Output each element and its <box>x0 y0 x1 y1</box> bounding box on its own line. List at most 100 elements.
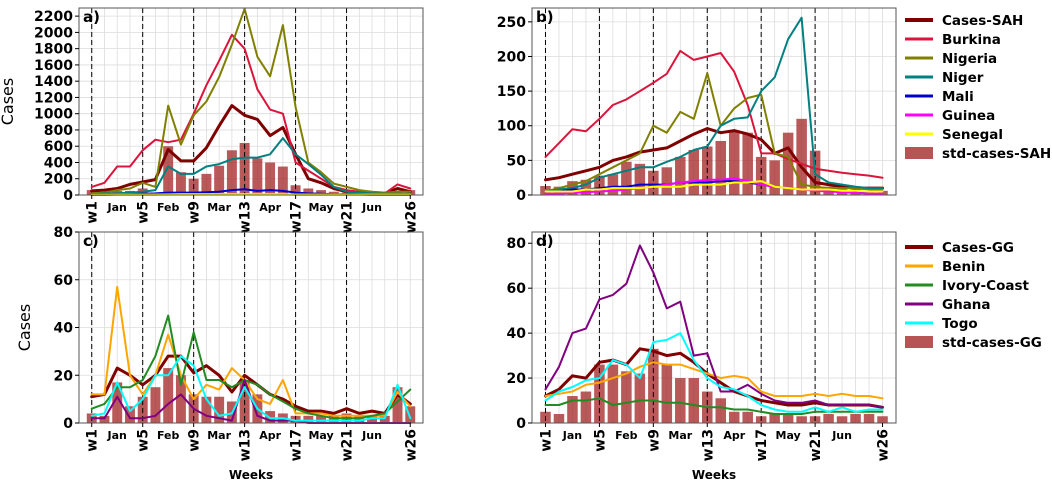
bar-std-cases-SAH <box>742 132 753 195</box>
x-week-label: w5 <box>136 201 152 224</box>
y-tick-label: 60 <box>54 273 74 289</box>
bar-std-cases-GG <box>367 415 378 423</box>
x-month-label: Apr <box>259 201 281 214</box>
y-axis-title: Cases <box>0 78 17 126</box>
bar-std-cases-SAH <box>252 158 263 195</box>
bar-std-cases-SAH <box>782 132 794 195</box>
bar-std-cases-SAH <box>715 140 726 195</box>
legend-label: std-cases-SAH <box>942 146 1051 162</box>
panel-c: 0 20 40 60 80 c) Cases w1 w5 w9 w13 w17 w21 w26 Jan Feb… <box>15 225 424 481</box>
y-tick-label: 0 <box>63 416 73 432</box>
legend-label: Benin <box>942 259 985 275</box>
bar-std-cases-SAH <box>621 161 632 195</box>
y-tick-label: 60 <box>507 281 527 297</box>
y-tick-label: 80 <box>507 236 527 252</box>
x-week-label: w5 <box>592 429 608 452</box>
series-line-ghana <box>544 244 884 409</box>
y-tick-label: 20 <box>507 371 527 387</box>
x-month-label: Feb <box>615 429 638 442</box>
series-line-cases-sah <box>90 104 412 195</box>
y-tick-label: 40 <box>507 326 527 342</box>
bar-std-cases-GG <box>863 414 875 423</box>
bar-std-cases-SAH <box>796 118 807 195</box>
x-week-label: w13 <box>700 429 716 461</box>
bar-std-cases-SAH <box>755 156 767 195</box>
x-week-label: w9 <box>187 201 203 224</box>
bar-std-cases-GG <box>163 368 174 423</box>
bar-std-cases-SAH <box>675 156 686 195</box>
legend-label: Nigeria <box>942 51 997 67</box>
y-tick-label: 200 <box>44 172 73 188</box>
series-line-niger <box>90 137 412 196</box>
bar-std-cases-GG <box>214 396 225 423</box>
y-tick-label: 2000 <box>34 25 73 41</box>
series-line-benin <box>544 361 884 400</box>
x-month-label: Mar <box>207 429 231 442</box>
bar-std-cases-SAH <box>316 190 327 195</box>
panel-d: 0 20 40 60 80 d) w1 w5 w9 w13 w17 w21 w26 Jan Feb Mar Ap… <box>507 231 897 481</box>
x-week-label: w26 <box>403 429 419 461</box>
x-week-label: w26 <box>876 429 892 461</box>
bar-std-cases-GG <box>150 387 161 423</box>
bar-std-cases-SAH <box>226 150 237 195</box>
series-line-nigeria <box>544 72 884 193</box>
bar-std-cases-SAH <box>634 163 646 195</box>
y-tick-label: 20 <box>54 368 74 384</box>
legend-label: Guinea <box>942 108 995 124</box>
bar-std-cases-GG <box>303 415 314 423</box>
x-week-label: w13 <box>238 429 254 461</box>
plot-frame <box>78 7 424 196</box>
bar-std-cases-GG <box>607 364 619 423</box>
series-line-cases-gg <box>90 354 412 415</box>
panel-label: d) <box>536 232 554 250</box>
x-week-label: w1 <box>538 429 554 452</box>
x-month-label: Jun <box>831 429 852 442</box>
y-tick-label: 600 <box>44 139 73 155</box>
y-tick-label: 1800 <box>34 42 73 58</box>
bar-std-cases-GG <box>661 364 673 423</box>
x-week-label: w9 <box>646 429 662 452</box>
x-month-label: Jun <box>361 201 382 214</box>
x-week-label: w13 <box>238 201 254 233</box>
y-tick-label: 80 <box>54 225 74 241</box>
x-month-label: Apr <box>723 429 745 442</box>
series-line-cases-sah <box>544 127 884 190</box>
bar-std-cases-GG <box>580 391 592 423</box>
y-tick-label: 50 <box>507 153 527 169</box>
bar-std-cases-GG <box>553 414 565 423</box>
x-month-label: Mar <box>668 429 692 442</box>
bar-std-cases-GG <box>405 406 416 423</box>
y-tick-label: 1600 <box>34 58 73 74</box>
legend-label: Ghana <box>942 297 991 313</box>
bar-std-cases-GG <box>201 396 212 423</box>
legend-label: std-cases-GG <box>942 335 1042 351</box>
legend-1: Cases-SAH Burkina Nigeria Niger Mali Guinea Se… <box>905 13 1051 162</box>
x-week-label: w5 <box>136 429 152 452</box>
x-month-label: Jan <box>562 429 582 442</box>
bar-std-cases-SAH <box>728 131 740 195</box>
bar-std-cases-GG <box>112 382 123 423</box>
bar-std-cases-GG <box>392 387 403 423</box>
series-line-burkina <box>90 33 412 195</box>
bar-std-cases-GG <box>728 411 740 423</box>
bar-std-cases-GG <box>316 415 327 423</box>
bar-std-cases-SAH <box>769 160 780 195</box>
bar-std-cases-GG <box>354 415 365 423</box>
y-tick-label: 100 <box>497 119 526 135</box>
bar-std-cases-SAH <box>688 149 700 195</box>
legend-label: Togo <box>942 316 978 332</box>
bar-std-cases-SAH <box>648 170 659 195</box>
y-tick-label: 400 <box>44 155 73 171</box>
x-month-label: Feb <box>157 429 180 442</box>
x-month-label: Apr <box>259 429 281 442</box>
legend-swatch-bar <box>905 147 933 159</box>
y-tick-label: 0 <box>516 188 526 204</box>
x-month-label: Feb <box>157 201 180 214</box>
legend-label: Burkina <box>942 32 1001 48</box>
panel-b: 0 50 100 150 200 250 b) <box>497 7 897 204</box>
x-axis-title: Weeks <box>692 468 736 481</box>
y-tick-label: 1200 <box>34 90 73 106</box>
panel-a: 0200400600800100012001400160018002000220… <box>0 7 424 233</box>
y-tick-label: 1400 <box>34 74 73 90</box>
